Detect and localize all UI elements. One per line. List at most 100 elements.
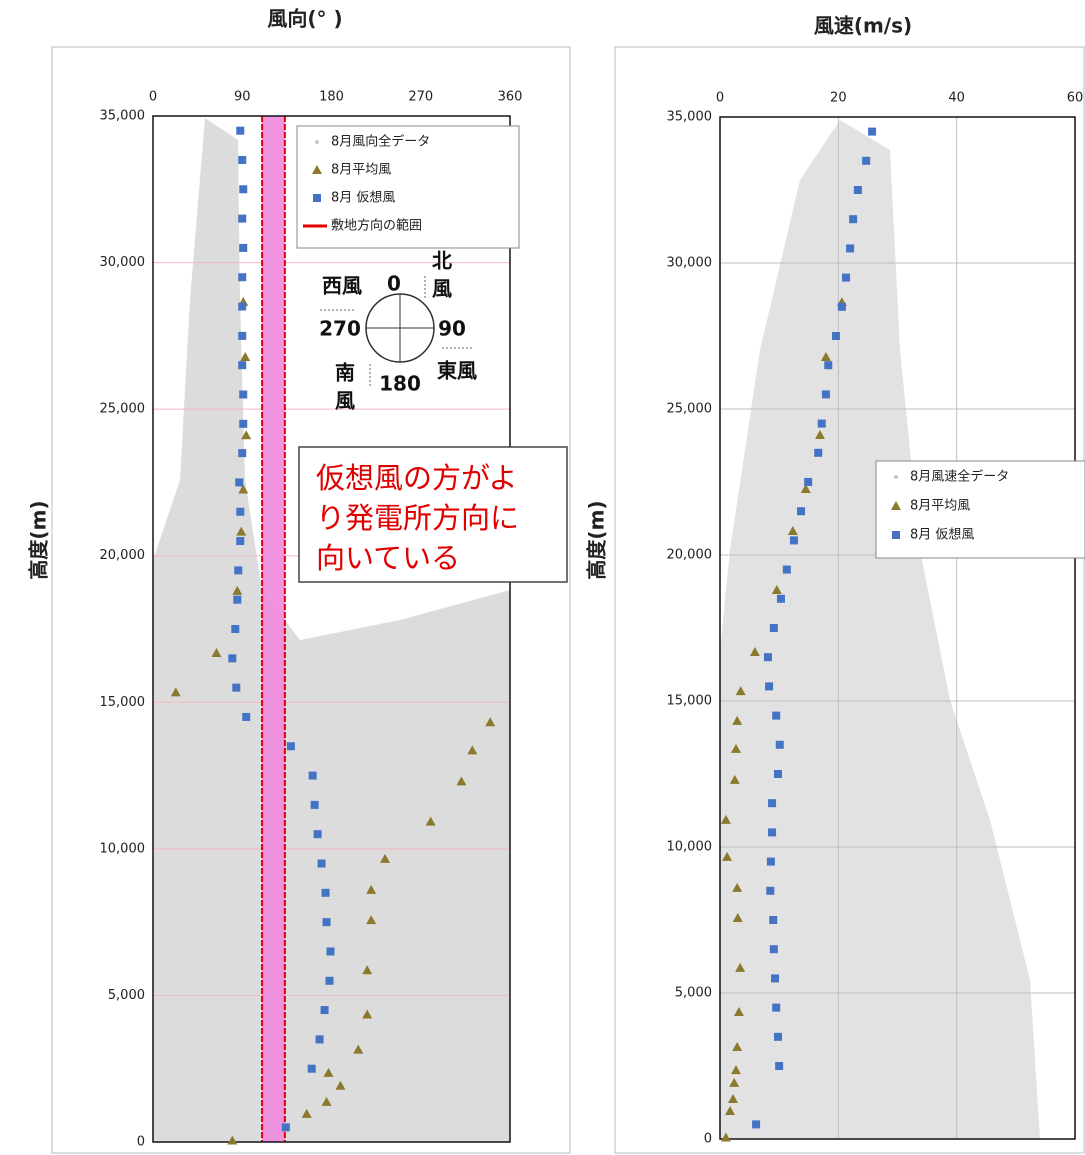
legend-marker [894,475,898,479]
data-point [236,537,245,546]
data-point [239,243,248,252]
data-point [814,448,823,457]
y-axis-label: 高度(m) [27,500,51,579]
data-point [735,962,746,972]
legend-box [296,125,520,249]
x-tick-label: 90 [234,90,251,105]
data-point [804,478,813,486]
data-point [773,770,782,778]
data-point [233,595,242,604]
data-point [720,1132,731,1142]
data-point [238,214,247,223]
data-point [766,886,775,895]
legend-label: 8月平均風 [331,163,391,178]
annotation-text: り発電所方向に [316,501,519,535]
data-cloud [720,120,1040,1139]
data-point [720,814,731,824]
x-tick-label: 360 [498,90,523,105]
data-point [763,653,772,662]
data-point [732,882,743,892]
data-point [730,743,741,753]
legend-marker [891,501,901,510]
data-point [242,712,251,721]
y-tick-label: 0 [704,1132,712,1147]
y-tick-label: 10,000 [100,841,146,856]
chart-title: 風速(m/s) [814,14,912,38]
data-point [853,186,862,194]
data-point [335,1080,346,1090]
data-point [236,507,245,516]
y-tick-label: 5,000 [675,986,712,1001]
data-point [227,1135,238,1145]
data-point [362,1009,373,1019]
data-point [308,771,317,780]
compass-label: 90 [438,317,466,341]
y-tick-label: 25,000 [100,402,146,417]
chart-title: 風向(° ) [267,7,342,31]
data-point [456,776,467,786]
x-tick-label: 180 [319,90,344,105]
data-point [231,625,240,633]
x-tick-label: 40 [948,91,965,106]
annotation-box [298,446,568,583]
data-point [775,740,784,749]
data-point [849,215,858,224]
data-point [315,1035,324,1044]
data-point [239,185,248,194]
legend-label: 8月 仮想風 [910,527,974,543]
data-point [752,1120,761,1129]
compass-label: 180 [379,372,421,396]
data-point [768,799,777,808]
legend-marker [892,531,900,539]
data-point [769,916,778,924]
range-band [262,116,285,1142]
data-point [831,332,840,340]
compass-label: 0 [387,272,401,296]
data-point [238,155,247,164]
data-point [837,302,846,311]
data-point [722,851,733,861]
compass-label: 北 [432,249,452,273]
data-cloud [153,118,510,1142]
annotation: 仮想風の方がよ り発電所方向に 向いている [298,446,568,583]
data-point [729,1077,740,1087]
data-point [789,536,798,545]
compass-label: 東風 [437,359,477,383]
data-point [307,1064,316,1073]
data-point [862,156,871,165]
compass-label: 西風 [322,274,362,298]
legend-box [875,460,1085,559]
data-point [286,742,295,751]
data-point [735,686,746,696]
compass-label: 風 [335,389,355,413]
legend-label: 敷地方向の範囲 [331,218,422,234]
data-point [821,390,830,399]
y-tick-label: 5,000 [108,988,145,1003]
data-point [772,1003,781,1012]
data-point [773,1032,782,1041]
data-point [353,1044,364,1054]
data-point [326,947,335,956]
data-point [238,484,249,494]
compass-label: 南 [335,361,355,385]
data-point [725,1105,736,1115]
plots: 0 5,000 10,000 15,000 20,000 25,000 30,000 35,0… [100,90,1085,1150]
data-point [320,1006,329,1015]
data-point [313,830,322,839]
data-point [317,859,326,868]
data-point [366,884,377,894]
y-tick-label: 20,000 [667,548,713,563]
y-tick-label: 25,000 [667,402,713,417]
y-tick-label: 0 [137,1135,145,1150]
data-point [868,127,877,136]
data-point [235,478,244,487]
compass-label: 270 [319,317,361,341]
data-point [732,715,743,725]
legend-label: 8月平均風 [910,499,970,514]
data-point [766,857,775,866]
data-point [325,976,334,985]
data-point [732,1042,743,1052]
data-point [241,430,252,440]
legend-label: 8月風向全データ [331,134,430,150]
